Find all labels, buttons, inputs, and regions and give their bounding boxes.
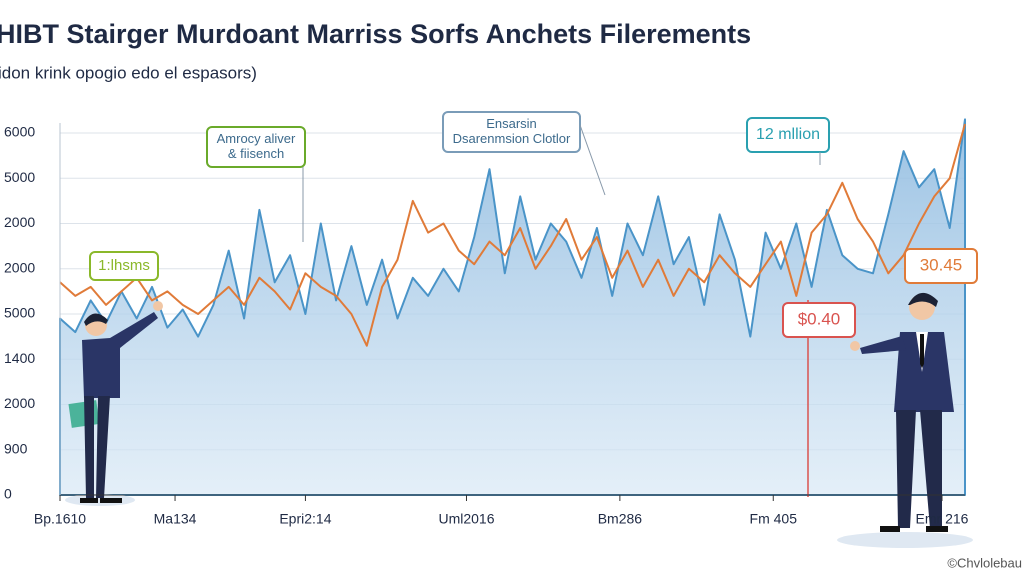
y-tick-label: 6000 [4, 124, 35, 140]
annotation-text: Ensarsin [486, 116, 537, 131]
annotation-text: $0.40 [798, 309, 841, 328]
y-tick-label: 2000 [4, 214, 35, 230]
annotation: Amrocy aliver& fiisench [206, 126, 306, 242]
annotation-text: 30.45 [920, 255, 963, 274]
y-tick-label: 2000 [4, 395, 35, 411]
chart-title: HIBT Stairger Murdoant Marriss Sorfs Anc… [0, 19, 751, 49]
chart-subtitle: idon krink opogio edo el espasors) [0, 63, 257, 82]
annotation: 30.45 [904, 248, 978, 284]
annotation-box [746, 117, 830, 153]
credit: ©Chvlolebau [947, 555, 1022, 570]
x-tick-label: Epri2:14 [279, 511, 331, 527]
y-tick-label: 0 [4, 486, 12, 502]
annotation: 1:lhsms [89, 251, 159, 281]
plot [59, 118, 966, 496]
area [59, 118, 966, 496]
x-tick-label: Bm286 [598, 511, 643, 527]
person-right [837, 292, 973, 548]
annotation-box [904, 248, 978, 284]
y-tick-label: 1400 [4, 350, 35, 366]
annotation-box [89, 251, 159, 281]
annotation-text: 1:lhsms [98, 257, 150, 274]
x-tick-label: Emr 216 [916, 511, 969, 527]
line [59, 123, 966, 347]
annotation-box [782, 302, 856, 338]
annotation: $0.40 [782, 302, 856, 338]
annotation-box [442, 111, 581, 153]
annotation-box [206, 126, 306, 168]
x-tick-label: Uml2016 [438, 511, 494, 527]
annotation-text: Dsarenmsion Clotlor [453, 131, 571, 146]
annotation-text: Amrocy aliver [217, 131, 296, 146]
y-tick-label: 5000 [4, 169, 35, 185]
annotation-pointer [579, 124, 606, 196]
y-tick-label: 2000 [4, 259, 35, 275]
annotation: 12 mllion [746, 117, 830, 165]
x-tick-label: Fm 405 [750, 511, 798, 527]
y-tick-label: 5000 [4, 305, 35, 321]
x-tick-label: Ma134 [154, 511, 197, 527]
x-tick-label: Bp.1610 [34, 511, 86, 527]
annotation-text: & fiisench [228, 146, 284, 161]
annotation-text: 12 mllion [756, 126, 820, 143]
y-tick-label: 900 [4, 440, 28, 456]
person-left [65, 301, 163, 506]
